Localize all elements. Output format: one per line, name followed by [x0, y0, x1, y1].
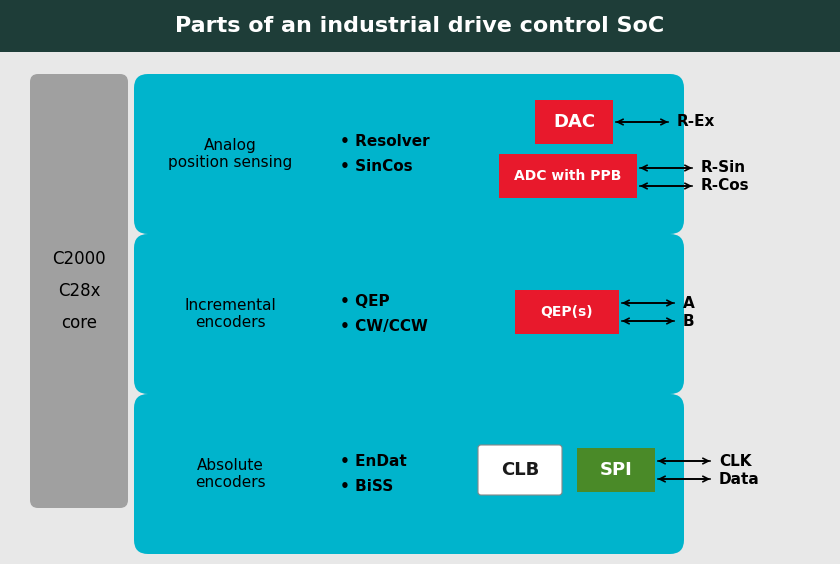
FancyBboxPatch shape — [478, 445, 562, 495]
FancyBboxPatch shape — [134, 394, 684, 554]
Text: Data: Data — [719, 472, 759, 487]
Text: CLB: CLB — [501, 461, 539, 479]
Text: DAC: DAC — [553, 113, 595, 131]
Text: QEP(s): QEP(s) — [541, 305, 593, 319]
FancyBboxPatch shape — [30, 74, 128, 508]
FancyBboxPatch shape — [134, 234, 684, 394]
Text: Analog
position sensing: Analog position sensing — [168, 138, 292, 170]
Text: Absolute
encoders: Absolute encoders — [195, 458, 265, 490]
Text: SPI: SPI — [600, 461, 633, 479]
FancyBboxPatch shape — [577, 448, 655, 492]
Text: Incremental
encoders: Incremental encoders — [184, 298, 276, 330]
Text: R-Cos: R-Cos — [701, 178, 749, 193]
Text: R-Ex: R-Ex — [677, 114, 716, 130]
FancyBboxPatch shape — [515, 290, 619, 334]
Text: • EnDat
• BiSS: • EnDat • BiSS — [340, 453, 407, 495]
FancyBboxPatch shape — [535, 100, 613, 144]
FancyBboxPatch shape — [134, 74, 684, 234]
Text: Parts of an industrial drive control SoC: Parts of an industrial drive control SoC — [176, 16, 664, 36]
Text: C2000
C28x
core: C2000 C28x core — [52, 250, 106, 332]
Text: B: B — [683, 314, 695, 328]
Text: R-Sin: R-Sin — [701, 161, 746, 175]
Text: ADC with PPB: ADC with PPB — [514, 169, 622, 183]
Bar — [0, 0, 840, 52]
Text: A: A — [683, 296, 695, 311]
Text: • Resolver
• SinCos: • Resolver • SinCos — [340, 134, 429, 174]
Text: CLK: CLK — [719, 453, 752, 469]
Text: • QEP
• CW/CCW: • QEP • CW/CCW — [340, 294, 428, 334]
FancyBboxPatch shape — [499, 154, 637, 198]
